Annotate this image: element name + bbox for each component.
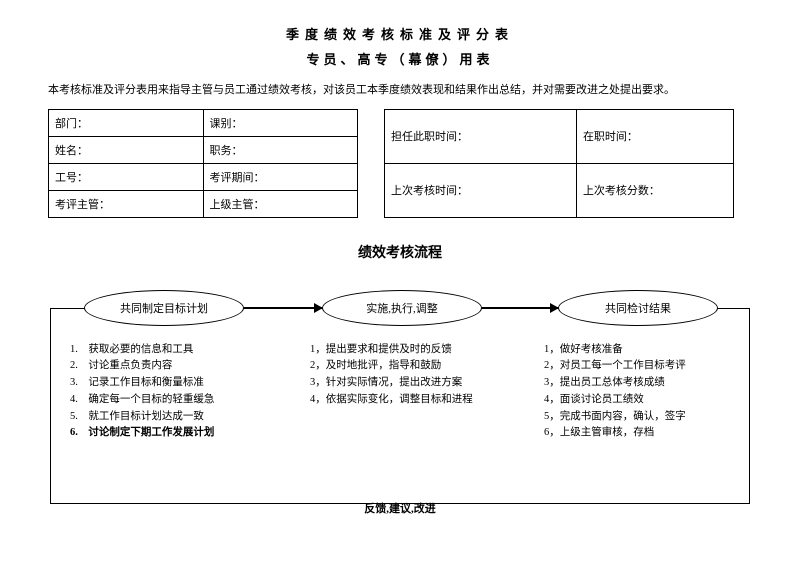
list-item: 4，依据实际变化，调整目标和进程 (310, 392, 524, 409)
flow-col-3: 1，做好考核准备 2，对员工每一个工作目标考评 3，提出员工总体考核成绩 4，面… (524, 342, 750, 443)
list-item: 4，面谈讨论员工绩效 (544, 392, 750, 409)
cell-dept: 部门： (49, 109, 204, 136)
list-item: 2，及时地批评，指导和鼓励 (310, 358, 524, 375)
info-tables-row: 部门：课别： 姓名：职务： 工号：考评期间： 考评主管：上级主管： 担任此职时间… (48, 109, 752, 218)
cell-last-review: 上次考核时间： (385, 163, 577, 217)
list-item: 1. 获取必要的信息和工具 (70, 342, 290, 359)
page-title-2: 专员、高专（幕僚）用表 (48, 49, 752, 68)
cell-period: 考评期间： (203, 163, 358, 190)
flow-node-1: 共同制定目标计划 (84, 290, 244, 326)
process-title: 绩效考核流程 (48, 242, 752, 262)
cell-supervisor: 考评主管： (49, 190, 204, 217)
intro-text: 本考核标准及评分表用来指导主管与员工通过绩效考核，对该员工本季度绩效表现和结果作… (48, 82, 752, 99)
cell-position: 职务： (203, 136, 358, 163)
flow-node-2: 实施,执行,调整 (322, 290, 482, 326)
feedback-label: 反馈,建议,改进 (50, 500, 750, 516)
list-item: 4. 确定每一个目标的轻重缓急 (70, 392, 290, 409)
list-item: 3，针对实际情况，提出改进方案 (310, 375, 524, 392)
cell-name: 姓名： (49, 136, 204, 163)
list-item: 3. 记录工作目标和衡量标准 (70, 375, 290, 392)
cell-empno: 工号： (49, 163, 204, 190)
flow-node-3: 共同检讨结果 (558, 290, 718, 326)
list-item: 6. 讨论制定下期工作发展计划 (70, 425, 290, 442)
list-item: 1，做好考核准备 (544, 342, 750, 359)
flowchart: 共同制定目标计划 实施,执行,调整 共同检讨结果 1. 获取必要的信息和工具 2… (50, 290, 750, 520)
list-item: 6，上级主管审核，存档 (544, 425, 750, 442)
cell-tenure: 在职时间： (576, 109, 733, 163)
employee-info-table: 部门：课别： 姓名：职务： 工号：考评期间： 考评主管：上级主管： (48, 109, 358, 218)
arrow-1 (244, 307, 322, 309)
tenure-info-table: 担任此职时间：在职时间： 上次考核时间：上次考核分数： (384, 109, 734, 218)
list-item: 1，提出要求和提供及时的反馈 (310, 342, 524, 359)
flow-lists: 1. 获取必要的信息和工具 2. 讨论重点负责内容 3. 记录工作目标和衡量标准… (50, 342, 750, 443)
list-item: 3，提出员工总体考核成绩 (544, 375, 750, 392)
list-item: 2，对员工每一个工作目标考评 (544, 358, 750, 375)
cell-upper: 上级主管： (203, 190, 358, 217)
flow-col-2: 1，提出要求和提供及时的反馈 2，及时地批评，指导和鼓励 3，针对实际情况，提出… (290, 342, 524, 443)
list-item: 2. 讨论重点负责内容 (70, 358, 290, 375)
cell-section: 课别： (203, 109, 358, 136)
cell-last-score: 上次考核分数： (576, 163, 733, 217)
cell-role-time: 担任此职时间： (385, 109, 577, 163)
arrow-2 (482, 307, 558, 309)
list-item: 5，完成书面内容，确认，签字 (544, 409, 750, 426)
flow-col-1: 1. 获取必要的信息和工具 2. 讨论重点负责内容 3. 记录工作目标和衡量标准… (50, 342, 290, 443)
page-title-1: 季度绩效考核标准及评分表 (48, 24, 752, 43)
list-item: 5. 就工作目标计划达成一致 (70, 409, 290, 426)
